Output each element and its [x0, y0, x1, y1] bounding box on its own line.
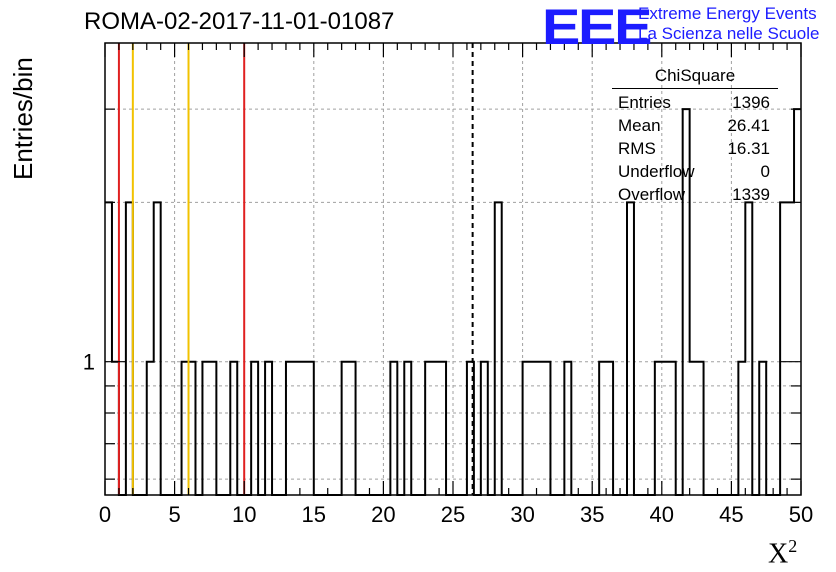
- x-tick-label: 45: [719, 502, 743, 527]
- stats-row: RMS 16.31: [612, 137, 778, 160]
- x-tick-label: 35: [580, 502, 604, 527]
- histogram-title: ROMA-02-2017-11-01-01087: [84, 8, 395, 35]
- stats-label: Mean: [618, 116, 661, 135]
- stats-title: ChiSquare: [612, 66, 778, 89]
- x-axis-label: X2: [768, 536, 797, 570]
- stats-row: Overflow 1339: [612, 183, 778, 206]
- stats-box: ChiSquare Entries 1396 Mean 26.41 RMS 16.31…: [612, 66, 778, 206]
- x-axis-label-base: X: [768, 538, 789, 570]
- stats-row: Mean 26.41: [612, 114, 778, 137]
- stats-label: Overflow: [618, 185, 686, 204]
- stats-value: 26.41: [727, 116, 770, 135]
- x-tick-label: 30: [510, 502, 534, 527]
- stats-label: Entries: [618, 93, 671, 112]
- x-tick-label: 15: [302, 502, 326, 527]
- eee-logo: EEE: [542, 0, 652, 55]
- x-tick-label: 20: [371, 502, 395, 527]
- x-axis-label-superscript: 2: [788, 536, 798, 556]
- x-tick-label: 25: [441, 502, 465, 527]
- x-tick-label: 0: [99, 502, 111, 527]
- x-tick-label: 50: [789, 502, 813, 527]
- stats-row: Entries 1396: [612, 91, 778, 114]
- stats-value: 0: [760, 162, 770, 181]
- stats-label: RMS: [618, 139, 656, 158]
- y-axis-label: Entries/bin: [8, 57, 38, 180]
- stats-label: Underflow: [618, 162, 695, 181]
- x-tick-label: 40: [650, 502, 674, 527]
- stats-value: 1396: [732, 93, 770, 112]
- x-tick-label: 5: [168, 502, 180, 527]
- stats-row: Underflow 0: [612, 160, 778, 183]
- y-tick-label: 1: [83, 350, 95, 375]
- stats-value: 16.31: [727, 139, 770, 158]
- logo-subtitle-line1: Extreme Energy Events: [638, 4, 817, 23]
- x-tick-label: 10: [232, 502, 256, 527]
- stats-value: 1339: [732, 185, 770, 204]
- logo-subtitle-line2: La Scienza nelle Scuole: [638, 24, 820, 43]
